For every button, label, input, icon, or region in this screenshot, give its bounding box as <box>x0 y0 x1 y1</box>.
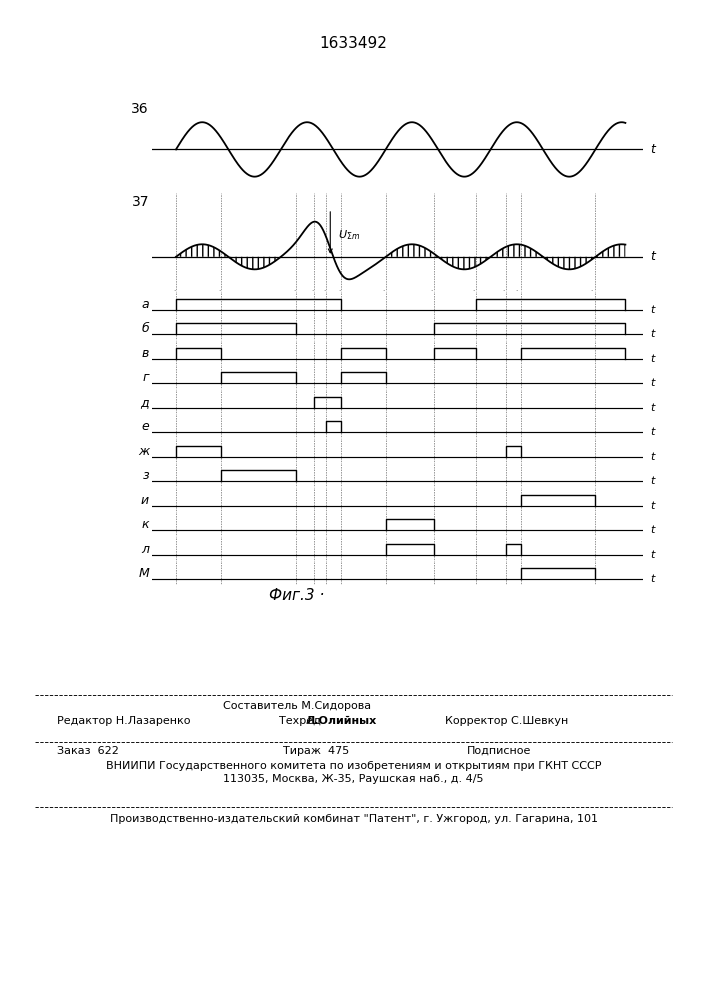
Text: t₆: t₆ <box>382 290 390 300</box>
Text: е: е <box>141 420 149 433</box>
Text: и: и <box>141 494 149 507</box>
Text: 36: 36 <box>132 102 149 116</box>
Text: t₃: t₃ <box>310 290 317 300</box>
Text: t₄: t₄ <box>322 290 329 300</box>
Text: t: t <box>650 525 655 535</box>
Text: t₁₀: t₁₀ <box>515 290 526 300</box>
Text: t: t <box>650 305 655 315</box>
Text: Редактор Н.Лазаренко: Редактор Н.Лазаренко <box>57 716 190 726</box>
Text: t: t <box>650 501 655 511</box>
Text: Тираж  475: Тираж 475 <box>283 746 349 756</box>
Text: t: t <box>650 476 655 486</box>
Text: t: t <box>650 143 655 156</box>
Text: t: t <box>650 250 655 263</box>
Text: 1633492: 1633492 <box>320 36 387 51</box>
Text: М: М <box>139 567 149 580</box>
Text: t₈: t₈ <box>472 290 479 300</box>
Text: t₁: t₁ <box>217 290 225 300</box>
Text: t: t <box>650 378 655 388</box>
Text: t₇: t₇ <box>430 290 438 300</box>
Text: Заказ  622: Заказ 622 <box>57 746 119 756</box>
Text: t: t <box>650 354 655 364</box>
Text: Составитель М.Сидорова: Составитель М.Сидорова <box>223 701 371 711</box>
Text: t₉: t₉ <box>502 290 510 300</box>
Text: Производственно-издательский комбинат "Патент", г. Ужгород, ул. Гагарина, 101: Производственно-издательский комбинат "П… <box>110 814 597 824</box>
Text: t: t <box>650 452 655 462</box>
Text: Л.Олийных: Л.Олийных <box>305 716 377 726</box>
Text: л: л <box>141 543 149 556</box>
Text: б: б <box>141 322 149 335</box>
Text: t₁₁: t₁₁ <box>590 290 601 300</box>
Text: t₂: t₂ <box>292 290 300 300</box>
Text: 37: 37 <box>132 195 149 209</box>
Text: t₅: t₅ <box>337 290 344 300</box>
Text: 113035, Москва, Ж-35, Раушская наб., д. 4/5: 113035, Москва, Ж-35, Раушская наб., д. … <box>223 774 484 784</box>
Text: t: t <box>650 329 655 339</box>
Text: Корректор С.Шевкун: Корректор С.Шевкун <box>445 716 568 726</box>
Text: Техред: Техред <box>279 716 325 726</box>
Text: t: t <box>650 403 655 413</box>
Text: t: t <box>650 550 655 560</box>
Text: д: д <box>141 396 149 409</box>
Text: Фиг.3 ·: Фиг.3 · <box>269 588 325 603</box>
Text: ж: ж <box>138 445 149 458</box>
Text: з: з <box>142 469 149 482</box>
Text: t₀: t₀ <box>172 290 180 300</box>
Text: в: в <box>141 347 149 360</box>
Text: ВНИИПИ Государственного комитета по изобретениям и открытиям при ГКНТ СССР: ВНИИПИ Государственного комитета по изоб… <box>106 761 601 771</box>
Text: t: t <box>650 574 655 584</box>
Text: t: t <box>650 427 655 437</box>
Text: Подписное: Подписное <box>467 746 531 756</box>
Text: г: г <box>142 371 149 384</box>
Text: $U_{\Sigma m}$: $U_{\Sigma m}$ <box>338 228 360 242</box>
Text: а: а <box>141 298 149 311</box>
Text: к: к <box>141 518 149 531</box>
